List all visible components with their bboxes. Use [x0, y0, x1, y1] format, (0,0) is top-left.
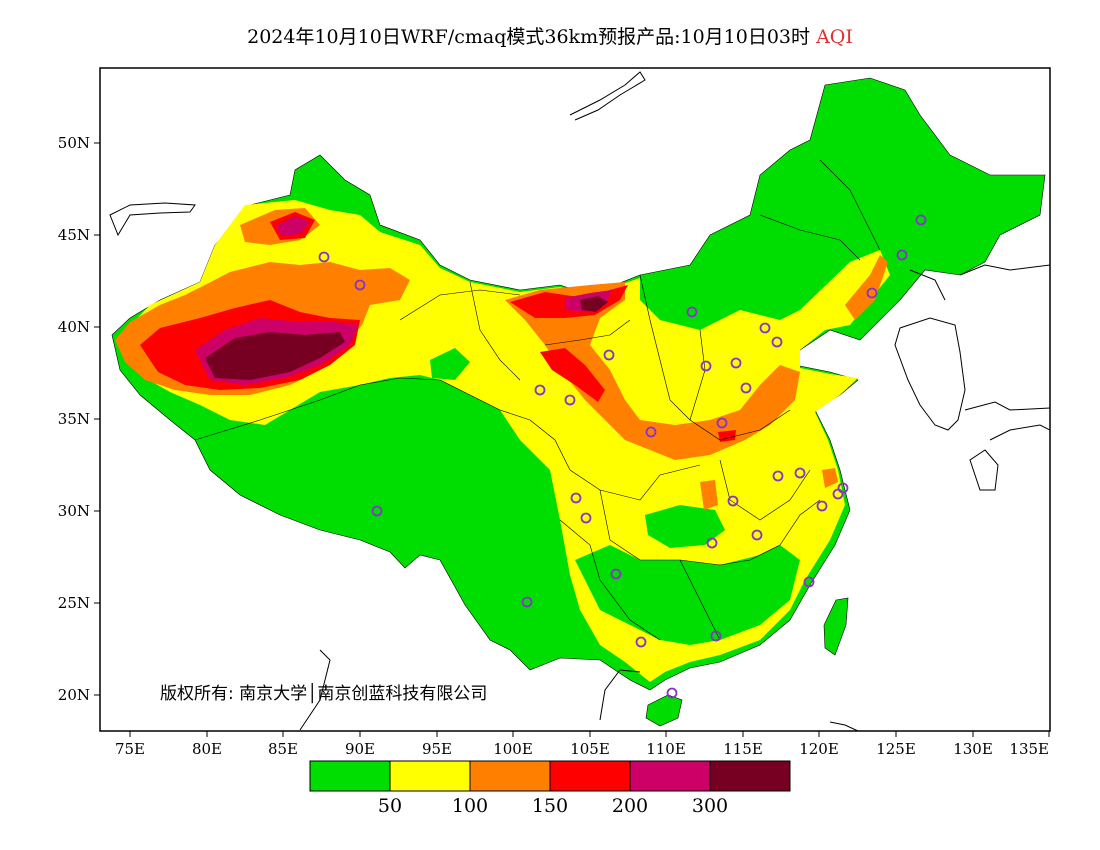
lat-tick-label: 50N	[58, 134, 90, 152]
lat-tick-label: 40N	[58, 318, 90, 336]
aqi-region-orange-central	[505, 282, 800, 460]
lon-tick-label: 105E	[570, 740, 610, 758]
lat-tick-label: 45N	[58, 226, 90, 244]
aqi-patch-green-south	[575, 545, 800, 645]
aqi-region-red-henan	[718, 430, 736, 442]
lon-tick-label: 135E	[1009, 740, 1049, 758]
lon-tick-label: 90E	[345, 740, 375, 758]
map-frame	[99, 67, 1051, 732]
lon-tick-label: 85E	[268, 740, 298, 758]
lat-tick-labels: 20N 25N 30N 35N 40N 45N 50N	[58, 134, 90, 704]
lon-tick-label: 130E	[953, 740, 993, 758]
legend-swatch	[469, 760, 551, 792]
lon-tick-label: 115E	[723, 740, 763, 758]
aqi-region-orange-hubei	[700, 480, 718, 510]
aqi-region-darkred-innermongolia	[580, 296, 608, 312]
aqi-region-orange-anhui	[822, 468, 838, 488]
lon-tick-label: 100E	[493, 740, 533, 758]
legend-swatch	[309, 760, 391, 792]
lon-tick-label: 75E	[115, 740, 145, 758]
lon-tick-label: 95E	[422, 740, 452, 758]
taiwan-island	[823, 597, 849, 656]
lon-tick-label: 80E	[192, 740, 222, 758]
aqi-region-darkred-tarim	[205, 332, 345, 380]
lat-tick-label: 35N	[58, 410, 90, 428]
hainan-island	[645, 694, 683, 727]
station-markers	[318, 214, 927, 699]
aqi-region-orange-liaoning	[845, 255, 888, 320]
lat-tick-label: 30N	[58, 502, 90, 520]
legend-label: 100	[452, 795, 488, 817]
lat-tick-label: 25N	[58, 594, 90, 612]
copyright-text: 版权所有: 南京大学│南京创蓝科技有限公司	[160, 684, 488, 704]
province-boundaries	[194, 159, 881, 641]
legend-label: 300	[692, 795, 728, 817]
lon-tick-label: 110E	[646, 740, 686, 758]
lon-tick-labels: 75E 80E 85E 90E 95E 100E 105E 110E 115E …	[115, 740, 1049, 758]
legend-swatch	[709, 760, 791, 792]
lat-tick-label: 20N	[58, 686, 90, 704]
lon-tick-label: 120E	[799, 740, 839, 758]
legend-swatch	[629, 760, 711, 792]
legend-label: 200	[612, 795, 648, 817]
title-variable: AQI	[816, 26, 853, 48]
title-main: 2024年10月10日WRF/cmaq模式36km预报产品:10月10日03时	[247, 26, 811, 48]
tick-marks	[94, 142, 1050, 737]
aqi-patch-green-central	[645, 505, 725, 548]
legend-swatch	[549, 760, 631, 792]
lon-tick-label: 125E	[876, 740, 916, 758]
neighbor-coastlines	[109, 71, 1050, 731]
aqi-region-magenta-north	[276, 216, 310, 236]
map-area	[109, 71, 1050, 731]
legend-label: 150	[532, 795, 568, 817]
color-legend: 50 100 150 200 300	[309, 760, 791, 817]
map-title: 2024年10月10日WRF/cmaq模式36km预报产品:10月10日03时 …	[0, 22, 1100, 49]
legend-swatch	[389, 760, 471, 792]
aqi-region-red-ningxia	[540, 348, 605, 402]
aqi-patch-green-qaidam	[430, 348, 470, 380]
legend-label: 50	[378, 795, 402, 817]
